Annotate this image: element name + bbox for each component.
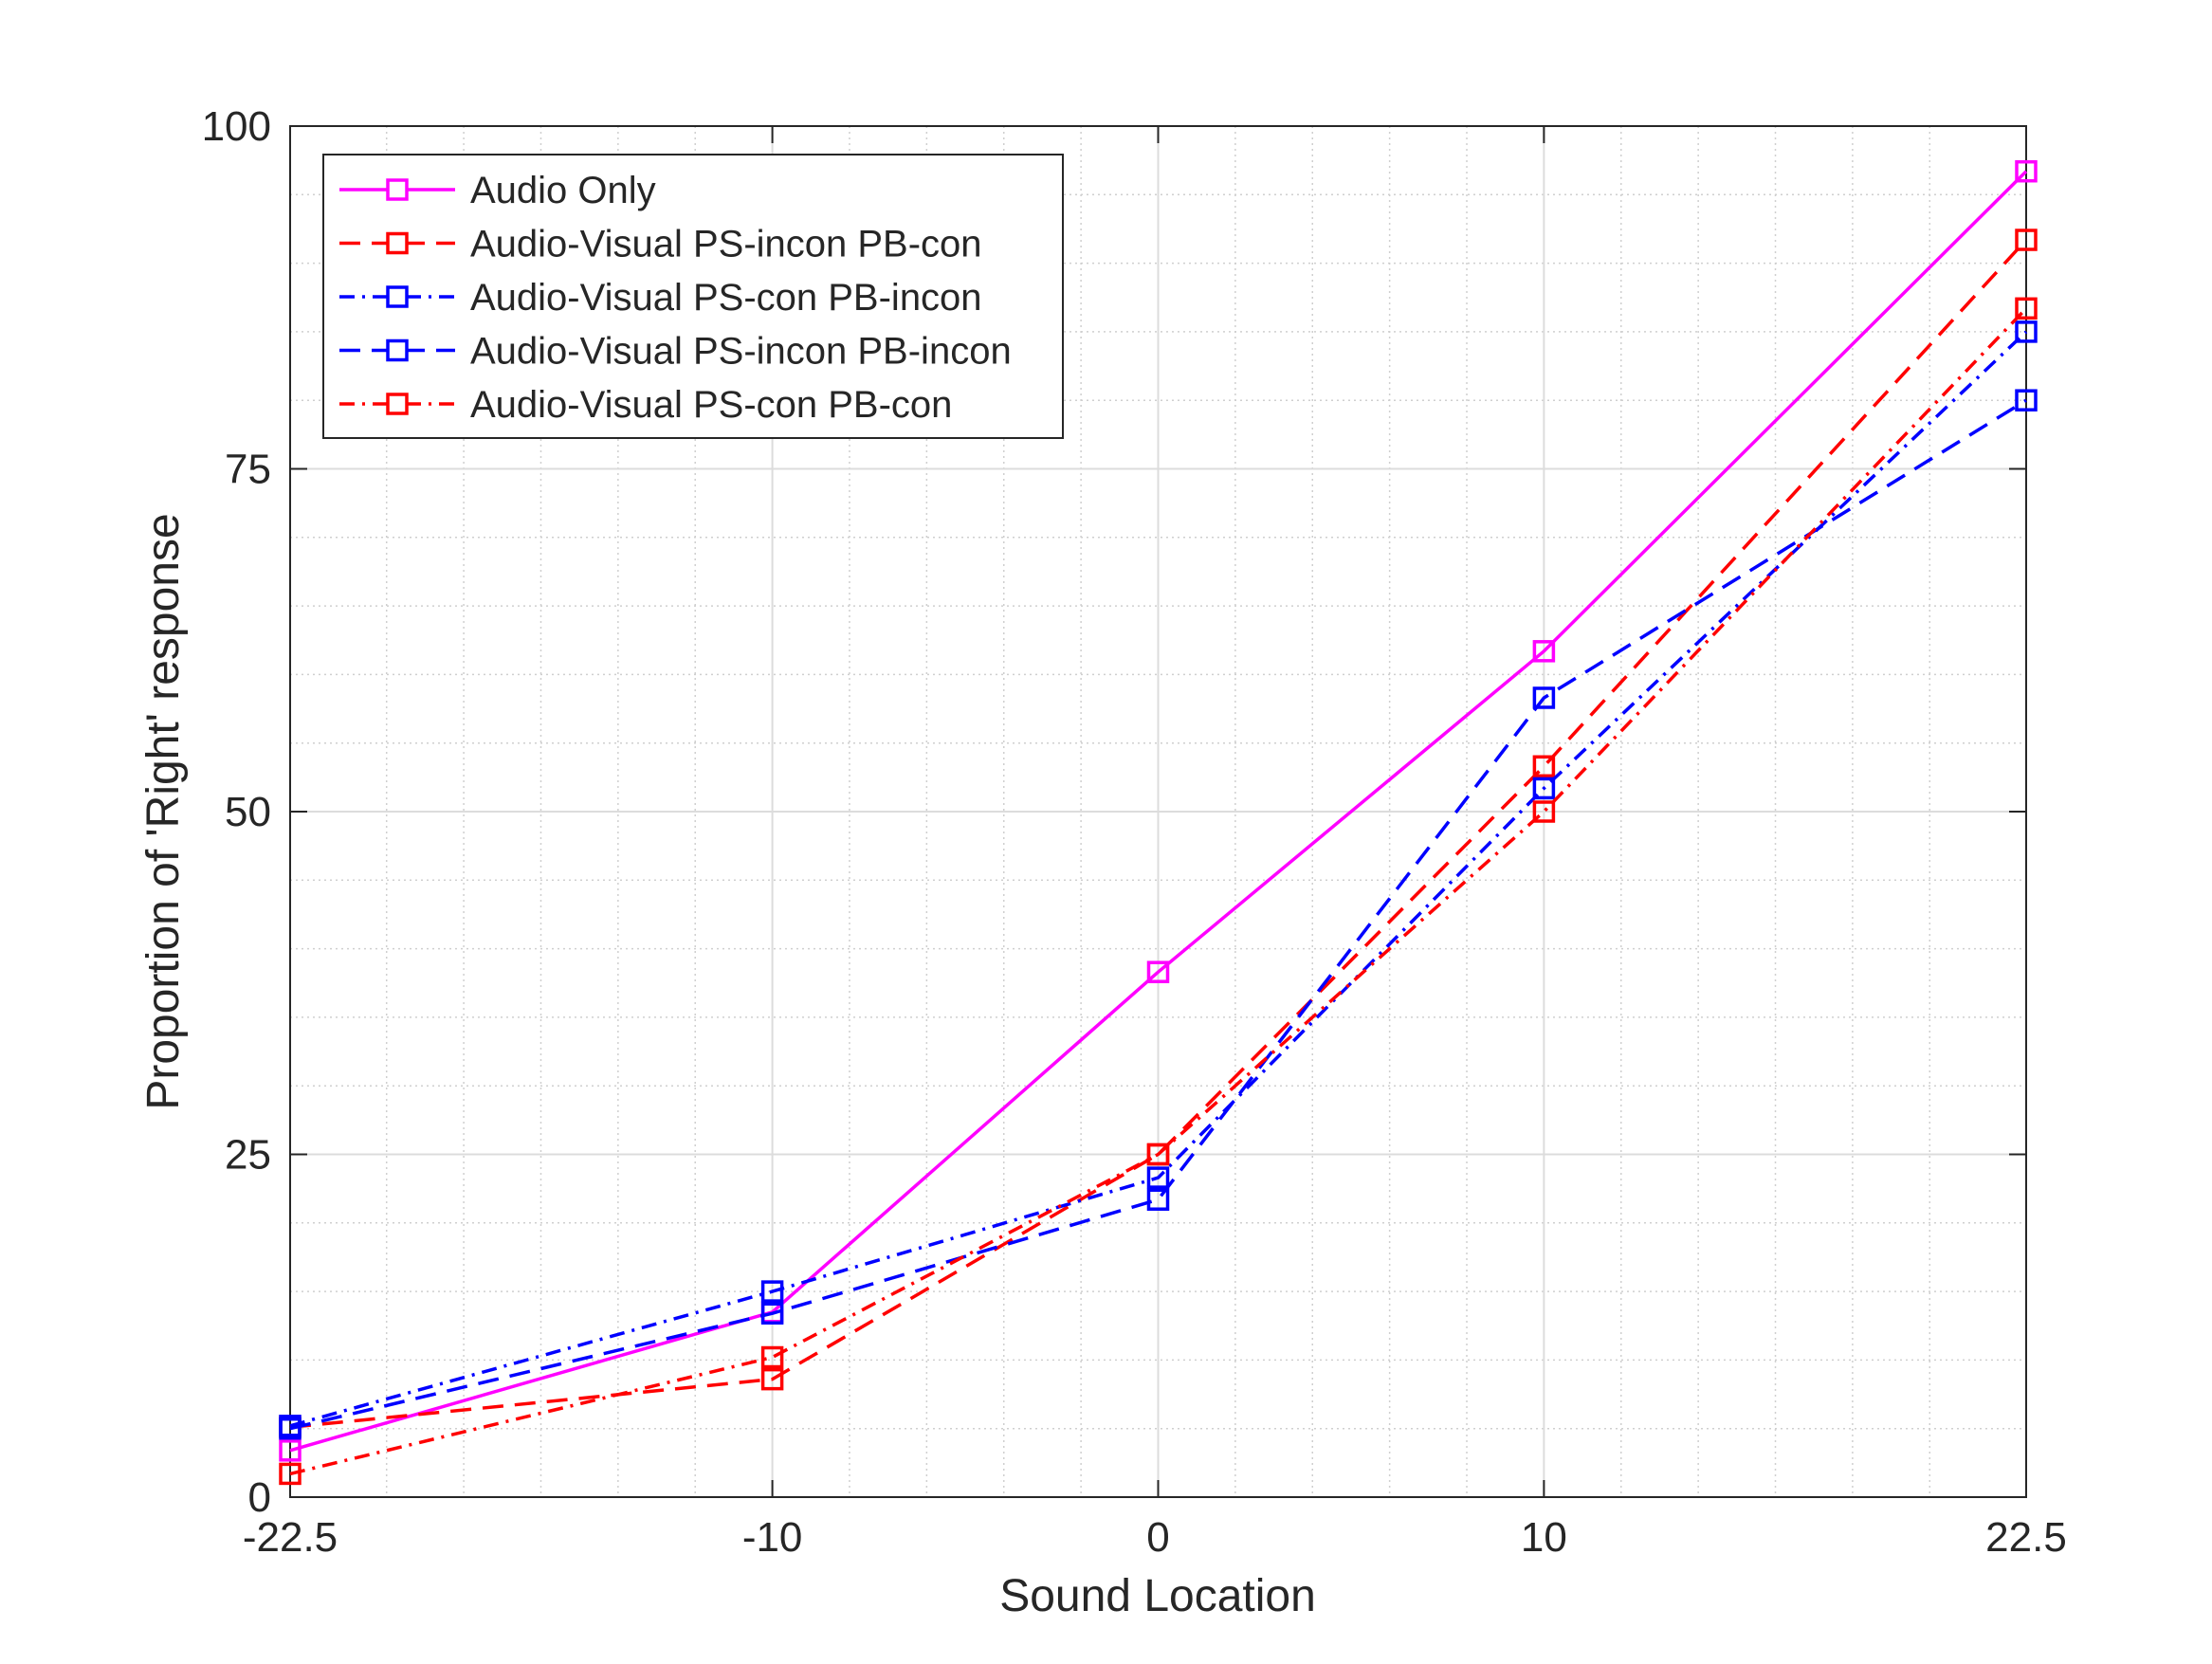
data-point-marker <box>1146 1188 1170 1211</box>
data-point-marker <box>760 1367 784 1391</box>
x-tick-label: -22.5 <box>243 1514 338 1561</box>
data-point-marker <box>2015 389 2038 411</box>
y-tick-label: 75 <box>225 447 271 493</box>
legend-marker <box>386 178 409 201</box>
x-tick-label: 0 <box>1146 1514 1169 1561</box>
data-point-marker <box>279 1462 302 1486</box>
legend-label: Audio-Visual PS-incon PB-con <box>470 224 982 265</box>
data-point-marker <box>1532 777 1556 800</box>
series-layer <box>279 159 2038 1486</box>
data-point-marker <box>1532 686 1556 709</box>
data-point-marker <box>760 1280 784 1303</box>
legend-label: Audio-Visual PS-incon PB-incon <box>470 331 1012 373</box>
y-tick-label: 50 <box>225 789 271 835</box>
legend-entry: Audio-Visual PS-con PB-incon <box>339 277 982 319</box>
legend-label: Audio-Visual PS-con PB-incon <box>470 277 982 319</box>
legend: Audio Only Audio-Visual PS-incon PB-con Au… <box>322 154 1064 439</box>
legend-marker <box>386 338 409 362</box>
data-point-marker <box>1146 960 1170 983</box>
y-tick-label: 25 <box>225 1132 271 1179</box>
series-line <box>289 330 2028 1428</box>
data-point-marker <box>2015 297 2038 320</box>
legend-marker <box>386 231 409 255</box>
legend-marker <box>386 285 409 308</box>
data-point-marker <box>2015 229 2038 251</box>
series-5 <box>279 297 2038 1486</box>
legend-marker <box>386 393 409 415</box>
legend-entries: Audio Only Audio-Visual PS-incon PB-con Au… <box>339 170 1012 426</box>
data-point-marker <box>1532 800 1556 823</box>
legend-entry: Audio Only <box>339 170 656 211</box>
y-axis-label: Proportion of 'Right' response <box>138 513 189 1109</box>
data-point-marker <box>2015 320 2038 343</box>
series-line <box>289 398 2027 1431</box>
series-4 <box>279 389 2038 1440</box>
data-point-marker <box>279 1417 302 1440</box>
series-line <box>289 170 2028 1453</box>
legend-entry: Audio-Visual PS-incon PB-con <box>339 224 982 265</box>
series-line <box>289 307 2028 1476</box>
legend-label: Audio-Visual PS-con PB-con <box>470 384 952 426</box>
data-point-marker <box>1532 640 1556 663</box>
minor-grid <box>290 126 2026 1497</box>
data-point-marker <box>1146 1166 1170 1189</box>
x-axis-label: Sound Location <box>999 1571 1316 1621</box>
axis-ticks <box>289 125 2027 1498</box>
legend-entry: Audio-Visual PS-incon PB-incon <box>339 331 1012 373</box>
y-tick-label: 100 <box>202 103 271 150</box>
series-line <box>289 238 2028 1430</box>
x-tick-label: 10 <box>1521 1514 1567 1561</box>
data-point-marker <box>760 1345 784 1369</box>
data-point-marker <box>279 1439 302 1462</box>
y-tick-label: 0 <box>248 1474 271 1521</box>
x-tick-label: 22.5 <box>1985 1514 2067 1561</box>
data-point-marker <box>1532 755 1556 778</box>
data-point-marker <box>2015 159 2038 183</box>
legend-entry: Audio-Visual PS-con PB-con <box>339 384 952 426</box>
data-point-marker <box>760 1302 784 1325</box>
data-point-marker <box>1146 1143 1170 1166</box>
x-tick-label: -10 <box>742 1514 803 1561</box>
tick-labels: -22.5 -10 0 10 22.5 0 25 50 75 100 <box>202 103 2067 1561</box>
legend-label: Audio Only <box>470 170 656 211</box>
